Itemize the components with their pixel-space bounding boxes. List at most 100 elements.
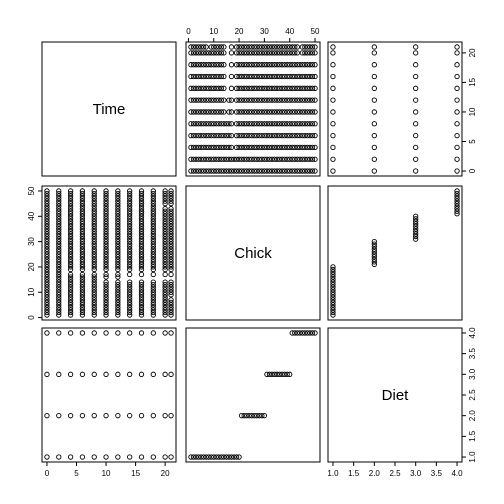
- data-point: [279, 121, 285, 127]
- data-point: [371, 249, 377, 255]
- data-point: [241, 132, 247, 139]
- data-point: [261, 73, 268, 80]
- data-point: [249, 156, 255, 162]
- data-point: [216, 121, 222, 127]
- data-point: [150, 244, 156, 250]
- data-point: [244, 132, 250, 139]
- data-point: [454, 206, 460, 212]
- tick-label: 20: [235, 27, 244, 36]
- data-point: [127, 193, 133, 199]
- data-point: [330, 44, 336, 50]
- data-point: [289, 144, 295, 151]
- data-point: [259, 62, 265, 68]
- data-point: [91, 281, 97, 288]
- data-point: [221, 97, 227, 103]
- data-point: [168, 223, 174, 230]
- data-point: [168, 241, 174, 247]
- data-point: [44, 238, 50, 245]
- data-point: [127, 223, 133, 230]
- data-point: [103, 413, 109, 419]
- data-point: [330, 274, 336, 280]
- data-point: [103, 249, 109, 255]
- data-point: [203, 44, 209, 50]
- data-point: [233, 44, 240, 50]
- data-point: [213, 97, 219, 103]
- data-point: [203, 73, 209, 80]
- data-point: [208, 168, 214, 174]
- data-point: [168, 231, 174, 237]
- data-point: [221, 73, 227, 80]
- data-point: [44, 264, 50, 270]
- data-point: [44, 251, 50, 257]
- data-point: [454, 211, 460, 217]
- data-point: [162, 221, 168, 227]
- data-point: [309, 156, 316, 162]
- data-point: [254, 50, 260, 56]
- data-point: [241, 97, 247, 103]
- data-point: [203, 144, 209, 151]
- data-point: [67, 309, 74, 316]
- tick-label: 20: [161, 469, 170, 478]
- data-point: [195, 454, 202, 460]
- data-point: [244, 73, 250, 80]
- data-point: [67, 223, 74, 230]
- data-point: [91, 454, 97, 460]
- data-point: [162, 287, 168, 293]
- data-point: [79, 233, 86, 240]
- data-point: [138, 284, 145, 290]
- data-point: [281, 44, 288, 50]
- data-point: [168, 218, 174, 225]
- data-point: [279, 85, 285, 91]
- data-point: [213, 109, 219, 115]
- data-point: [251, 156, 257, 162]
- data-point: [309, 109, 316, 115]
- data-point: [44, 190, 50, 197]
- data-point: [115, 289, 121, 295]
- data-point: [127, 279, 133, 285]
- data-point: [115, 200, 121, 207]
- data-point: [115, 221, 121, 227]
- data-point: [271, 44, 278, 50]
- data-point: [127, 198, 133, 204]
- data-point: [138, 221, 145, 227]
- data-point: [206, 62, 212, 68]
- data-point: [190, 144, 197, 151]
- data-point: [67, 188, 74, 194]
- data-point: [168, 371, 174, 377]
- data-point: [256, 85, 262, 91]
- data-point: [127, 271, 133, 278]
- data-point: [67, 279, 74, 285]
- data-point: [127, 289, 133, 295]
- data-point: [150, 246, 156, 252]
- data-point: [307, 50, 313, 56]
- data-point: [228, 44, 235, 50]
- data-point: [228, 85, 235, 91]
- data-point: [236, 50, 242, 56]
- data-point: [103, 279, 109, 285]
- data-point: [276, 371, 283, 377]
- data-point: [223, 121, 230, 127]
- data-point: [162, 249, 168, 255]
- data-point: [299, 44, 306, 50]
- data-point: [309, 168, 316, 174]
- data-point: [259, 132, 265, 139]
- data-point: [233, 73, 240, 80]
- data-point: [371, 132, 377, 139]
- data-point: [213, 132, 219, 139]
- data-point: [127, 304, 133, 311]
- data-point: [208, 85, 214, 91]
- data-point: [281, 132, 288, 139]
- data-point: [208, 132, 214, 139]
- data-point: [241, 168, 247, 174]
- data-point: [244, 50, 250, 56]
- data-point: [168, 211, 174, 217]
- data-point: [138, 330, 145, 336]
- data-point: [127, 221, 133, 227]
- data-point: [67, 371, 74, 377]
- data-point: [150, 292, 156, 298]
- data-point: [168, 287, 174, 293]
- data-point: [79, 251, 86, 257]
- data-point: [138, 287, 145, 293]
- data-point: [292, 121, 298, 127]
- data-point: [228, 168, 235, 174]
